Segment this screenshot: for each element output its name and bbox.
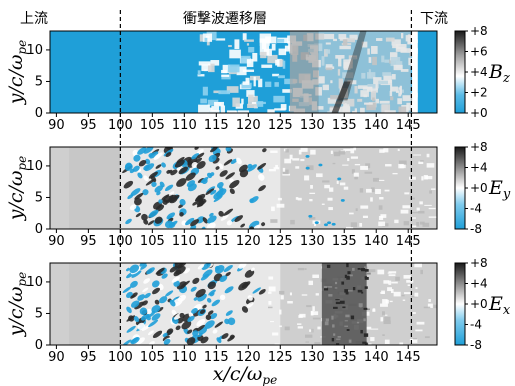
colorbar-tick-label: -8 <box>470 338 482 352</box>
x-tick-label: 110 <box>172 234 197 249</box>
plot-frame <box>49 262 438 346</box>
x-tick-label: 125 <box>268 350 293 365</box>
x-tick-label: 125 <box>268 234 293 249</box>
plot-frame <box>49 146 438 230</box>
y-tick-label: 10 <box>26 159 43 174</box>
x-tick-label: 145 <box>396 234 421 249</box>
x-tick-label: 140 <box>364 118 389 133</box>
x-axis-label: x/c/ωpe <box>213 363 277 386</box>
plot-frame <box>49 30 438 114</box>
field-label: Bz <box>488 61 510 86</box>
x-tick-label: 140 <box>364 234 389 249</box>
colorbar-tick-label: -4 <box>470 202 482 216</box>
colorbar-tick-label: +8 <box>470 140 488 154</box>
colorbar-tick-label: +6 <box>470 45 488 59</box>
x-tick-label: 100 <box>108 118 133 133</box>
colorbar-tick-label: +0 <box>470 297 488 311</box>
x-tick-label: 145 <box>396 350 421 365</box>
y-tick-label: 5 <box>35 74 43 89</box>
colorbar: +8 +6 +4 +2 +0 <box>454 24 488 120</box>
colorbar-tick-label: +8 <box>470 24 488 38</box>
x-tick-label: 120 <box>236 118 261 133</box>
x-tick-label: 110 <box>172 118 197 133</box>
x-tick-label: 100 <box>108 234 133 249</box>
panel-ex: 90 95 100 105 110 115 120 125 130 135 140 145 0 5 10y/… <box>5 256 511 365</box>
colorbar: +8 +4 +0 -4 -8 <box>454 140 488 236</box>
x-tick-label: 95 <box>80 118 97 133</box>
y-tick-label: 5 <box>35 306 43 321</box>
colorbar-tick-label: +2 <box>470 86 488 100</box>
heatmap-image <box>50 263 437 345</box>
colorbar-tick-label: +4 <box>470 65 488 79</box>
x-tick-label: 105 <box>140 234 165 249</box>
colorbar: +8 +4 +0 -4 -8 <box>454 256 488 352</box>
y-axis-label: y/c/ωpe <box>5 156 29 221</box>
y-tick-label: 10 <box>26 275 43 290</box>
x-tick-label: 110 <box>172 350 197 365</box>
x-tick-label: 90 <box>48 118 65 133</box>
x-tick-label: 135 <box>332 350 357 365</box>
y-tick-label: 5 <box>35 190 43 205</box>
x-tick-label: 105 <box>140 350 165 365</box>
y-axis-label: y/c/ωpe <box>5 272 29 337</box>
x-tick-label: 130 <box>300 350 325 365</box>
colorbar-tick-label: +0 <box>470 106 488 120</box>
panel-bz: 90 95 100 105 110 115 120 125 130 135 140 145 0 5 10y/… <box>5 10 510 147</box>
x-tick-label: 120 <box>236 234 261 249</box>
x-tick-label: 140 <box>364 350 389 365</box>
field-label: Ex <box>488 293 511 318</box>
x-tick-label: 135 <box>332 118 357 133</box>
panel-ey: 90 95 100 105 110 115 120 125 130 135 140 145 0 5 10y/… <box>5 140 511 263</box>
x-tick-label: 135 <box>332 234 357 249</box>
annotation-upstream: 上流 <box>20 11 48 27</box>
x-tick-label: 90 <box>48 234 65 249</box>
y-tick-label: 10 <box>26 43 43 58</box>
x-tick-label: 105 <box>140 118 165 133</box>
x-tick-label: 115 <box>204 234 229 249</box>
x-tick-label: 130 <box>300 234 325 249</box>
colorbar-tick-label: +4 <box>470 161 488 175</box>
heatmap-image <box>50 147 437 229</box>
colorbar-tick-label: -4 <box>470 318 482 332</box>
x-tick-label: 90 <box>48 350 65 365</box>
x-tick-label: 145 <box>396 118 421 133</box>
colorbar-tick-label: +4 <box>470 277 488 291</box>
y-axis-label: y/c/ωpe <box>5 40 29 105</box>
x-tick-label: 95 <box>80 350 97 365</box>
y-tick-label: 0 <box>35 338 43 353</box>
colorbar-tick-label: +0 <box>470 181 488 195</box>
x-tick-label: 115 <box>204 350 229 365</box>
x-tick-label: 115 <box>204 118 229 133</box>
x-tick-label: 100 <box>108 350 133 365</box>
annotation-downstream: 下流 <box>420 11 448 27</box>
x-tick-label: 125 <box>268 118 293 133</box>
annotation-transition-layer: 衝撃波遷移層 <box>183 11 267 27</box>
colorbar-tick-label: -8 <box>470 222 482 236</box>
colorbar-tick-label: +8 <box>470 256 488 270</box>
x-tick-label: 95 <box>80 234 97 249</box>
x-tick-label: 120 <box>236 350 261 365</box>
y-tick-label: 0 <box>35 222 43 237</box>
heatmap-image <box>50 31 437 113</box>
x-tick-label: 130 <box>300 118 325 133</box>
field-label: Ey <box>488 177 511 202</box>
y-tick-label: 0 <box>35 106 43 121</box>
